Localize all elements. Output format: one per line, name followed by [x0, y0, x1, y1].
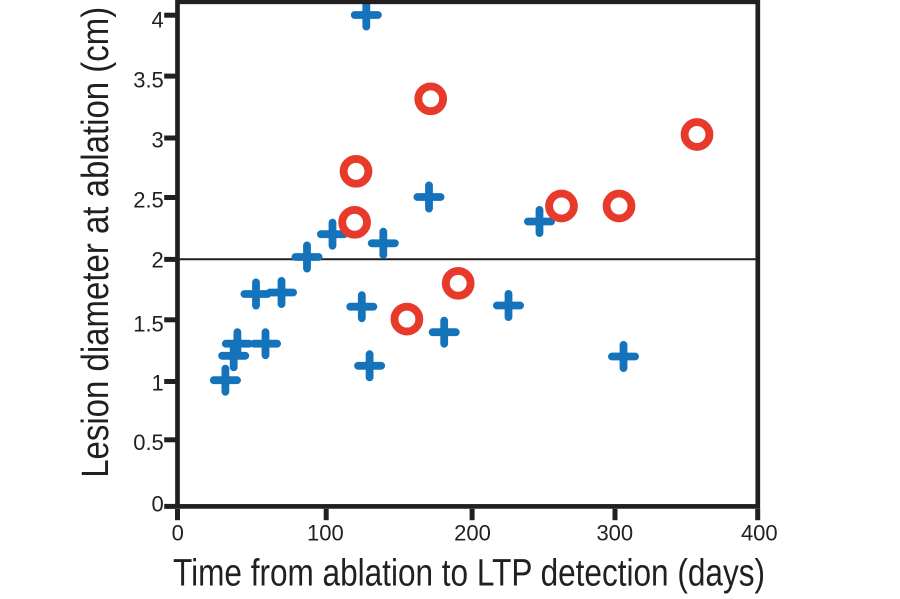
svg-text:400: 400 — [741, 520, 778, 545]
svg-text:0: 0 — [152, 491, 164, 516]
svg-text:3: 3 — [152, 128, 164, 153]
svg-text:0: 0 — [172, 520, 184, 545]
svg-text:0.5: 0.5 — [133, 430, 164, 455]
svg-text:4: 4 — [152, 8, 164, 33]
svg-text:2: 2 — [152, 248, 164, 273]
svg-text:1: 1 — [152, 370, 164, 395]
svg-text:2.5: 2.5 — [133, 188, 164, 213]
svg-text:Lesion diameter at ablation (c: Lesion diameter at ablation (cm) — [75, 7, 117, 478]
svg-text:100: 100 — [307, 520, 344, 545]
svg-text:1.5: 1.5 — [133, 312, 164, 337]
svg-text:300: 300 — [596, 520, 633, 545]
svg-text:200: 200 — [454, 520, 491, 545]
svg-text:Time from ablation to LTP dete: Time from ablation to LTP detection (day… — [173, 553, 765, 595]
svg-text:3.5: 3.5 — [133, 68, 164, 93]
